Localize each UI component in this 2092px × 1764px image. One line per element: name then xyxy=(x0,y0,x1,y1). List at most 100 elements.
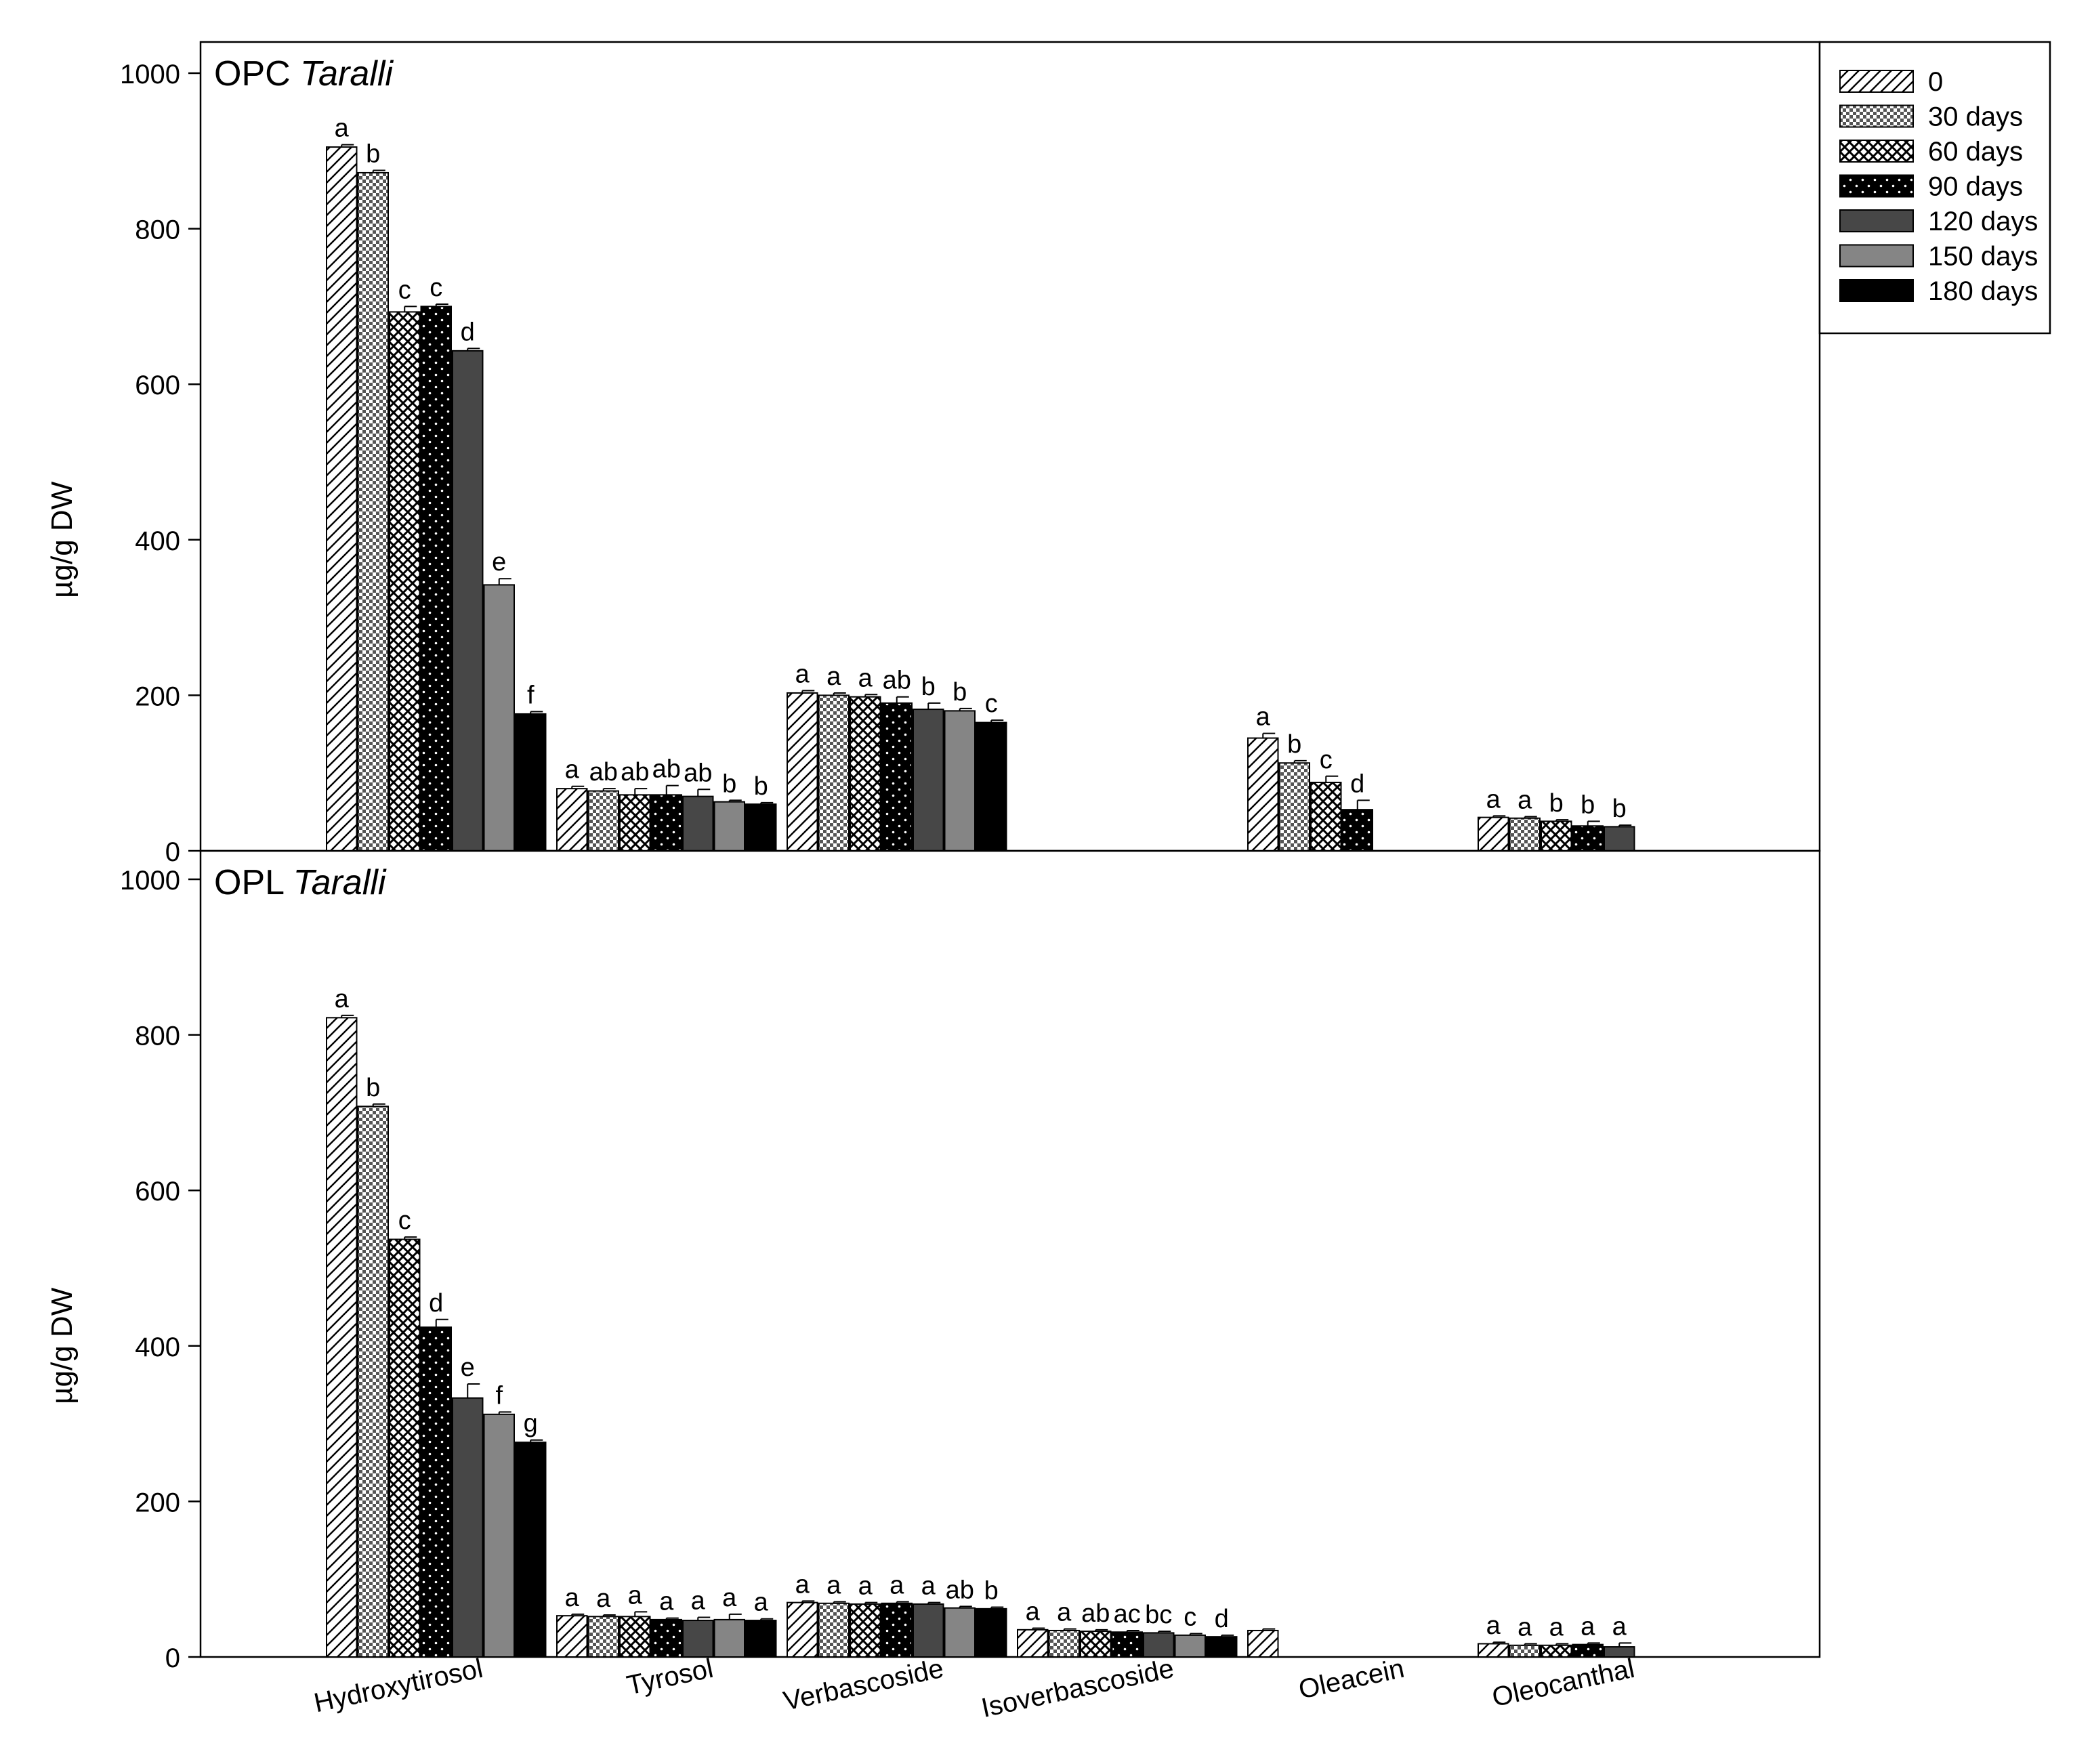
significance-letter: ab xyxy=(684,759,712,787)
legend-label: 30 days xyxy=(1928,102,2023,132)
legend-label: 180 days xyxy=(1928,276,2038,306)
bar xyxy=(1572,1643,1604,1658)
bar xyxy=(850,1603,881,1658)
significance-letter: a xyxy=(858,1572,873,1601)
significance-letter: c xyxy=(1320,746,1333,774)
bar xyxy=(357,171,389,852)
bar xyxy=(976,1608,1007,1658)
bar xyxy=(818,1602,850,1658)
significance-letter: a xyxy=(795,660,810,689)
legend-label: 0 xyxy=(1928,67,1943,97)
bar xyxy=(881,702,913,852)
significance-letter: b xyxy=(984,1577,999,1605)
y-tick-label: 1000 xyxy=(120,60,180,89)
plot-frame xyxy=(199,849,1821,1658)
legend-swatch xyxy=(1839,104,1914,128)
bar xyxy=(713,1618,745,1658)
bar xyxy=(650,1618,682,1658)
significance-letter: ab xyxy=(652,755,681,784)
bar xyxy=(787,1601,818,1658)
bar xyxy=(1111,1631,1143,1658)
significance-letter: a xyxy=(1581,1612,1595,1641)
significance-letter: b xyxy=(1612,795,1627,823)
significance-letter: a xyxy=(1549,1613,1564,1641)
bar xyxy=(389,1238,421,1658)
y-tick-label: 400 xyxy=(135,526,180,556)
legend: 0 30 days 60 days 90 days 120 days 150 days 18… xyxy=(1818,41,2051,335)
bar xyxy=(787,692,818,852)
bar xyxy=(1478,816,1509,852)
bar xyxy=(420,1326,452,1658)
significance-letter: a xyxy=(335,114,350,143)
significance-letter: a xyxy=(1612,1612,1627,1641)
significance-letter: a xyxy=(659,1588,674,1616)
bar xyxy=(745,1620,777,1658)
x-category-label: Hydroxytirosol xyxy=(312,1654,486,1719)
bar xyxy=(1572,825,1604,852)
significance-letter: a xyxy=(827,1571,841,1599)
legend-swatch xyxy=(1839,209,1914,232)
significance-letter: a xyxy=(1486,785,1501,814)
significance-letter: ab xyxy=(883,667,911,695)
bar xyxy=(818,694,850,852)
y-tick-label: 1000 xyxy=(120,866,180,896)
significance-letter: a xyxy=(1518,786,1532,814)
significance-letter: b xyxy=(366,140,380,169)
bar xyxy=(587,790,619,852)
significance-letter: a xyxy=(1026,1598,1041,1626)
significance-letter: c xyxy=(398,276,411,304)
bar xyxy=(913,1603,944,1658)
bar xyxy=(976,721,1007,852)
significance-letter: b xyxy=(1581,791,1595,819)
significance-letter: c xyxy=(1184,1603,1196,1632)
bar xyxy=(1048,1629,1080,1658)
panel-title-prefix: OPL xyxy=(214,863,293,902)
bar xyxy=(1509,817,1541,852)
significance-letter: c xyxy=(985,690,998,718)
x-category-label: Oleocanthal xyxy=(1490,1654,1637,1713)
legend-label: 90 days xyxy=(1928,172,2023,202)
significance-letter: d xyxy=(429,1289,443,1318)
panel-title-prefix: OPC xyxy=(214,54,300,93)
bar xyxy=(913,709,944,852)
significance-letter: a xyxy=(335,985,350,1013)
bar xyxy=(326,1017,358,1658)
y-axis-label: µg/g DW xyxy=(45,481,79,598)
y-tick-label: 600 xyxy=(135,371,180,400)
significance-letter: a xyxy=(1486,1612,1501,1640)
bar xyxy=(1341,809,1373,852)
legend-label: 120 days xyxy=(1928,207,2038,236)
panel-title-italic: Taralli xyxy=(300,54,394,93)
significance-letter: a xyxy=(691,1587,706,1615)
bar xyxy=(326,146,358,852)
bar xyxy=(1478,1643,1509,1658)
y-axis-label: µg/g DW xyxy=(45,1287,79,1404)
significance-letter: b xyxy=(953,678,967,707)
y-tick-label: 600 xyxy=(135,1177,180,1206)
bar xyxy=(619,1616,651,1658)
y-tick-label: 0 xyxy=(165,837,180,867)
significance-letter: b xyxy=(366,1074,380,1102)
bar xyxy=(556,788,588,852)
significance-letter: b xyxy=(1549,789,1564,818)
significance-letter: f xyxy=(495,1381,503,1410)
bar xyxy=(389,311,421,852)
bar xyxy=(1080,1631,1112,1658)
significance-letter: a xyxy=(1256,703,1271,732)
bar xyxy=(515,1442,547,1658)
bar xyxy=(515,713,547,852)
significance-letter: e xyxy=(461,1353,475,1382)
significance-letter: b xyxy=(1287,730,1301,759)
significance-letter: a xyxy=(827,663,841,691)
significance-letter: g xyxy=(524,1410,538,1438)
significance-letter: c xyxy=(430,274,442,302)
legend-label: 60 days xyxy=(1928,137,2023,167)
bar xyxy=(881,1602,913,1658)
significance-letter: a xyxy=(754,1589,769,1617)
significance-letter: f xyxy=(527,681,535,710)
significance-letter: d xyxy=(1215,1605,1229,1633)
y-tick-label: 400 xyxy=(135,1332,180,1362)
significance-letter: a xyxy=(890,1571,904,1599)
bar xyxy=(357,1106,389,1658)
